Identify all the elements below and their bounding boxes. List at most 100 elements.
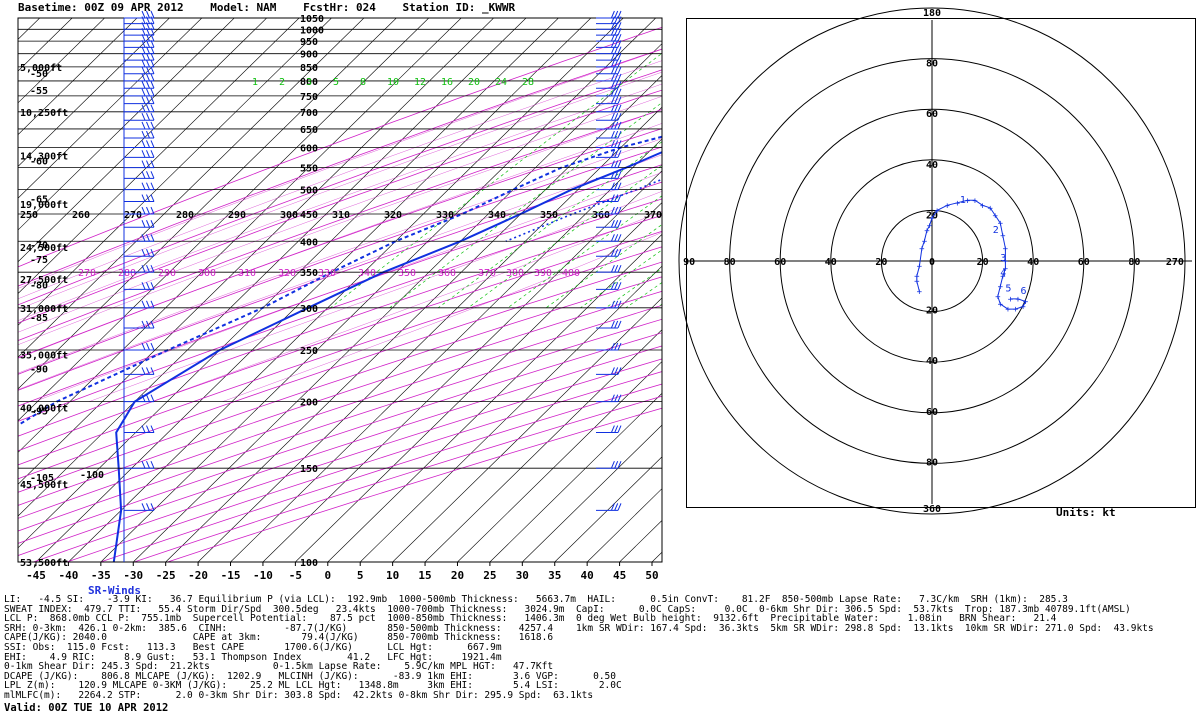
hodograph-point: +: [1015, 295, 1021, 305]
theta-e-label: 270: [78, 268, 96, 279]
hodograph-frame: [686, 18, 1196, 508]
wind-barb-feather: [610, 59, 615, 68]
x-tick-label: -5: [289, 569, 302, 582]
x-tick-label: -10: [253, 569, 273, 582]
wind-barb-feather: [610, 27, 615, 36]
wind-barb-feather: [141, 66, 146, 74]
wind-barb-feather: [617, 503, 622, 511]
wind-barb-feather: [150, 40, 155, 48]
wind-barb-feather: [150, 264, 155, 273]
dry-adiabat-line: [18, 304, 662, 519]
wind-barb-feather: [610, 182, 615, 190]
x-tick-label: 0: [324, 569, 331, 582]
x-tick-label: -15: [221, 569, 241, 582]
pressure-label: 900: [300, 50, 318, 61]
wind-barb-feather: [610, 81, 615, 89]
wind-barb-feather: [141, 22, 146, 30]
dry-adiabat-line: [18, 332, 662, 544]
wind-barb-feather: [141, 234, 146, 242]
hodograph-ring-label: 40: [926, 160, 938, 171]
wind-barb-feather: [150, 96, 155, 104]
x-tick-label: 35: [548, 569, 561, 582]
wind-barb-feather: [141, 171, 146, 179]
theta-e-label: 370: [478, 268, 496, 279]
wind-barb-feather: [610, 130, 615, 139]
x-tick-label: -45: [26, 569, 46, 582]
height-label: 45,500ft: [20, 480, 68, 491]
pressure-label: 1000: [300, 25, 324, 36]
wind-barb-feather: [146, 234, 150, 242]
hodograph-point: +: [955, 199, 961, 209]
wind-barb-feather: [617, 130, 622, 139]
pressure-label: 500: [300, 186, 318, 197]
theta-e-label: 390: [534, 268, 552, 279]
mixing-ratio-label: 3: [306, 77, 312, 88]
isotherm-line: [100, 18, 656, 562]
wind-barb-feather: [617, 81, 622, 89]
wind-barb-feather: [617, 264, 622, 273]
isotherm-line: [262, 170, 662, 562]
pressure-label: 750: [300, 92, 318, 103]
wind-barb-feather: [150, 81, 155, 89]
wind-barb-feather: [146, 59, 150, 68]
dry-adiabat-line: [18, 181, 662, 407]
theta-label: 260: [72, 210, 90, 221]
wind-barb-feather: [617, 46, 622, 54]
pressure-label: 550: [300, 164, 318, 175]
wind-barb-feather: [617, 249, 622, 257]
wind-barb-feather: [150, 16, 155, 24]
wind-barb-feather: [610, 33, 615, 42]
theta-e-label: 400: [562, 268, 580, 279]
wind-barb-feather: [150, 182, 155, 190]
hodograph-point: +: [1003, 265, 1009, 275]
moist-adiabat-line: [18, 138, 662, 374]
wind-barb-feather: [617, 73, 622, 82]
x-tick-label: 5: [357, 569, 364, 582]
wind-barb-feather: [617, 121, 622, 130]
wind-barb-feather: [150, 27, 155, 36]
wind-barb-feather: [150, 194, 155, 202]
wind-barb-feather: [146, 88, 150, 97]
wind-barb-feather: [146, 194, 150, 202]
wind-barb-feather: [617, 234, 622, 242]
wind-barb-feather: [617, 59, 622, 68]
wind-barb-feather: [617, 16, 622, 24]
isotherm-line: [424, 329, 662, 562]
stats-panel: LI: -4.5 SI: -3.9 KI: 36.7 Equilibrium P…: [4, 595, 1196, 701]
skewt-plot-area: [18, 18, 662, 562]
stats-row: LI: -4.5 SI: -3.9 KI: 36.7 Equilibrium P…: [4, 594, 1068, 605]
wind-barb-feather: [610, 320, 615, 329]
height-label: 10,250ft: [20, 108, 68, 119]
isotherm-line: [18, 18, 397, 390]
wind-barb-feather: [617, 394, 622, 402]
wind-barb-feather: [614, 160, 619, 168]
wind-barb-feather: [150, 320, 155, 329]
wind-barb-feather: [610, 503, 615, 511]
wind-barb-feather: [150, 367, 155, 375]
wind-barb-feather: [610, 104, 615, 113]
pressure-label: 700: [300, 108, 318, 119]
wind-barb-feather: [610, 22, 615, 30]
isotherm-line: [18, 18, 462, 453]
hodograph-ring-label: 40: [825, 257, 837, 268]
wind-barb-feather: [610, 249, 615, 257]
isotherm-line: [18, 18, 429, 422]
hodograph-point: +: [917, 287, 923, 297]
hodograph-ring-label: 60: [774, 257, 786, 268]
wind-barb-feather: [141, 460, 146, 469]
wind-barb-feather: [617, 150, 622, 158]
theta-label: 300: [280, 210, 298, 221]
wind-barb-feather: [617, 320, 622, 329]
moist-adiabat-line: [18, 109, 662, 346]
hodograph-point: +: [944, 201, 950, 211]
isotherm-line: [457, 361, 662, 562]
wind-barb-feather: [614, 206, 619, 215]
wind-barb-feather: [614, 234, 619, 242]
wind-barb-feather: [610, 150, 615, 158]
wind-barb-feather: [614, 320, 619, 329]
theta-label: 370: [644, 210, 662, 221]
mixing-ratio-label: 12: [414, 77, 426, 88]
station-label: Station ID: _KWWR: [402, 1, 516, 14]
wind-barb-feather: [610, 88, 615, 97]
